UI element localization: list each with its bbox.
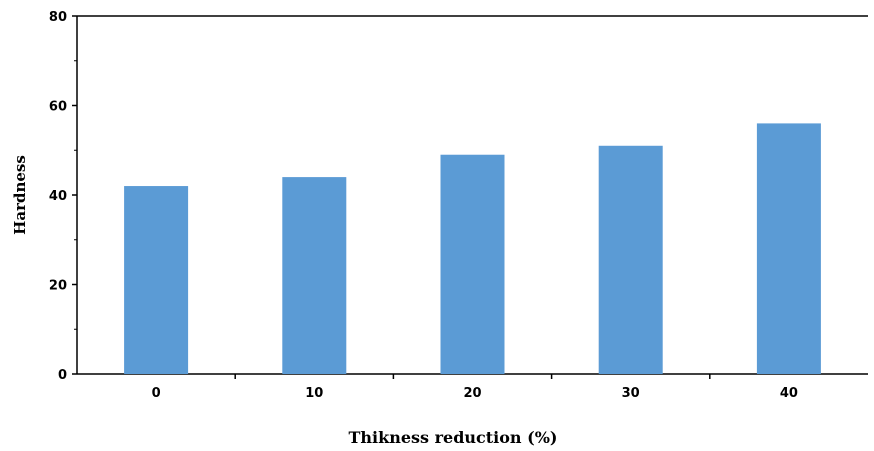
y-tick-label: 40	[49, 189, 67, 204]
bar	[440, 154, 505, 374]
bar	[124, 186, 189, 374]
x-tick-label: 0	[152, 386, 161, 401]
x-tick-label: 10	[305, 386, 323, 401]
bar	[282, 177, 347, 374]
x-tick-label: 20	[463, 386, 481, 401]
y-tick-label: 20	[49, 279, 67, 294]
bar	[598, 145, 663, 374]
x-ticks-group: 0 10 20 30 40	[152, 374, 798, 401]
y-tick-label: 80	[49, 10, 67, 25]
x-tick-label: 30	[622, 386, 640, 401]
bars-group	[124, 123, 821, 375]
x-axis-title: Thikness reduction (%)	[349, 428, 558, 447]
y-tick-label: 60	[49, 100, 67, 115]
y-ticks-group: 0 20 40 60 80	[49, 10, 77, 383]
y-axis-title: Hardness	[11, 155, 29, 235]
x-tick-label: 40	[780, 386, 798, 401]
y-tick-label: 0	[58, 368, 67, 383]
bar	[756, 123, 821, 375]
